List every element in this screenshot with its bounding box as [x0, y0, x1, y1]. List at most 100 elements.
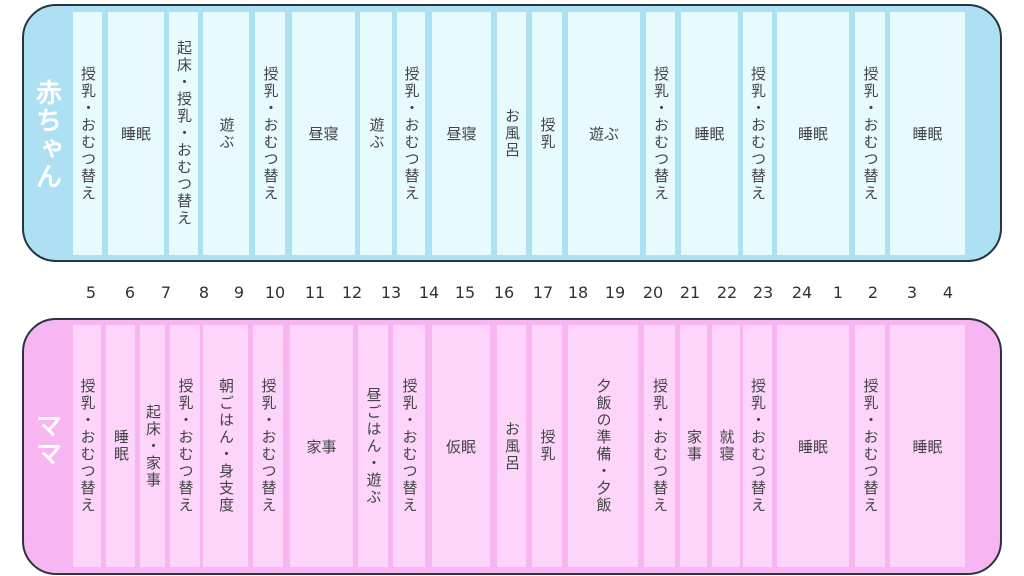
activity-label: 授乳・おむつ替え: [652, 65, 670, 202]
activity-label: 授乳・おむつ替え: [651, 378, 669, 514]
hour-tick-label: 9: [233, 283, 245, 302]
activity-label: 授乳・おむつ替え: [749, 65, 767, 202]
hour-tick-label: 2: [867, 283, 879, 302]
activity-label: 授乳・おむつ替え: [259, 378, 278, 514]
activity-label: 授乳・おむつ替え: [261, 65, 280, 202]
baby-activity-block: 遊ぶ: [360, 12, 392, 255]
baby-activity-block: 睡眠: [681, 12, 738, 255]
hour-tick-label: 15: [454, 283, 476, 302]
baby-activity-block: 授乳・おむつ替え: [743, 12, 772, 255]
activity-label: 授乳・おむつ替え: [79, 65, 97, 202]
mama-activity-block: お風呂: [497, 325, 526, 567]
activity-label: 夕飯の準備・夕飯: [594, 378, 613, 514]
activity-label: 睡眠: [797, 125, 828, 143]
activity-label: 睡眠: [912, 125, 943, 143]
activity-label: 朝ごはん・身支度: [217, 378, 235, 514]
baby-activity-block: 昼寝: [292, 12, 355, 255]
activity-label: 起床・授乳・おむつ替え: [175, 40, 193, 227]
activity-label: 仮眠: [445, 437, 476, 456]
hour-tick-label: 17: [532, 283, 554, 302]
mama-activity-block: 家事: [290, 325, 353, 567]
mama-activity-block: 朝ごはん・身支度: [203, 325, 248, 567]
baby-activity-block: 授乳・おむつ替え: [646, 12, 675, 255]
activity-label: 睡眠: [120, 125, 151, 143]
activity-label: 遊ぶ: [588, 125, 619, 143]
baby-activity-block: 遊ぶ: [203, 12, 249, 255]
activity-label: 就寝: [717, 429, 736, 463]
mama-activity-block: 就寝: [712, 325, 740, 567]
activity-label: 授乳・おむつ替え: [861, 65, 880, 202]
hour-tick-label: 4: [942, 283, 954, 302]
activity-label: 睡眠: [797, 437, 828, 456]
hour-tick-label: 19: [604, 283, 626, 302]
activity-label: お風呂: [503, 108, 521, 159]
baby-activity-block: 睡眠: [777, 12, 849, 255]
activity-label: 授乳・おむつ替え: [176, 378, 195, 514]
mama-activity-block: 睡眠: [890, 325, 965, 567]
mama-activity-block: 授乳・おむつ替え: [644, 325, 675, 567]
baby-activity-block: 昼寝: [432, 12, 491, 255]
activity-label: お風呂: [503, 420, 521, 472]
hour-tick-label: 21: [679, 283, 701, 302]
activity-label: 昼寝: [446, 125, 477, 143]
mama-activity-block: 授乳・おむつ替え: [73, 325, 101, 567]
activity-label: 授乳・おむつ替え: [861, 378, 880, 514]
hour-tick-label: 11: [304, 283, 326, 302]
baby-activity-block: 遊ぶ: [568, 12, 640, 255]
activity-label: 起床・家事: [144, 403, 162, 489]
activity-label: 授乳・おむつ替え: [78, 378, 97, 514]
hour-tick-label: 10: [264, 283, 286, 302]
hour-tick-label: 5: [85, 283, 97, 302]
mama-activity-block: 授乳・おむつ替え: [253, 325, 283, 567]
activity-label: 授乳: [538, 116, 557, 151]
mama-activity-block: 仮眠: [432, 325, 490, 567]
activity-label: 授乳: [538, 429, 557, 463]
baby-activity-block: 睡眠: [108, 12, 164, 255]
activity-label: 遊ぶ: [367, 116, 386, 151]
baby-activity-block: 授乳・おむつ替え: [73, 12, 102, 255]
mama-activity-block: 授乳・おむつ替え: [743, 325, 772, 567]
baby-activity-block: 起床・授乳・おむつ替え: [169, 12, 198, 255]
baby-row-label: 赤ちゃん: [31, 79, 62, 191]
hour-tick-label: 7: [160, 283, 172, 302]
baby-activity-block: 授乳・おむつ替え: [255, 12, 285, 255]
baby-activity-block: 授乳: [532, 12, 562, 255]
activity-label: 昼寝: [308, 125, 339, 143]
mama-activity-block: 授乳・おむつ替え: [170, 325, 200, 567]
mama-activity-block: 授乳: [532, 325, 562, 567]
hour-tick-label: 6: [124, 283, 136, 302]
hour-tick-label: 1: [832, 283, 844, 302]
hour-tick-label: 12: [341, 283, 363, 302]
activity-label: 睡眠: [912, 437, 943, 456]
baby-activity-block: 睡眠: [890, 12, 965, 255]
hour-tick-label: 3: [906, 283, 918, 302]
hour-tick-label: 24: [791, 283, 813, 302]
mama-activity-block: 授乳・おむつ替え: [855, 325, 885, 567]
activity-label: 睡眠: [112, 429, 130, 463]
hour-tick-label: 14: [418, 283, 440, 302]
mama-activity-block: 家事: [680, 325, 707, 567]
mama-activity-block: 睡眠: [106, 325, 135, 567]
hour-tick-label: 13: [380, 283, 402, 302]
activity-label: 昼ごはん・遊ぶ: [364, 386, 383, 506]
activity-label: 授乳・おむつ替え: [749, 378, 767, 514]
mama-row-label: ママ: [31, 412, 62, 468]
baby-activity-block: お風呂: [497, 12, 526, 255]
activity-label: 家事: [685, 429, 703, 463]
baby-activity-block: 授乳・おむつ替え: [397, 12, 425, 255]
hour-tick-label: 20: [642, 283, 664, 302]
hour-tick-label: 16: [493, 283, 515, 302]
mama-activity-block: 起床・家事: [140, 325, 165, 567]
activity-label: 授乳・おむつ替え: [400, 378, 419, 514]
activity-label: 授乳・おむつ替え: [402, 65, 421, 202]
hour-tick-label: 22: [716, 283, 738, 302]
hour-tick-label: 23: [752, 283, 774, 302]
hour-tick-label: 8: [198, 283, 210, 302]
activity-label: 家事: [306, 437, 337, 456]
hour-tick-label: 18: [567, 283, 589, 302]
activity-label: 睡眠: [694, 125, 725, 143]
mama-activity-block: 授乳・おむつ替え: [393, 325, 425, 567]
activity-label: 遊ぶ: [217, 116, 236, 151]
mama-activity-block: 夕飯の準備・夕飯: [568, 325, 638, 567]
baby-activity-block: 授乳・おむつ替え: [855, 12, 885, 255]
